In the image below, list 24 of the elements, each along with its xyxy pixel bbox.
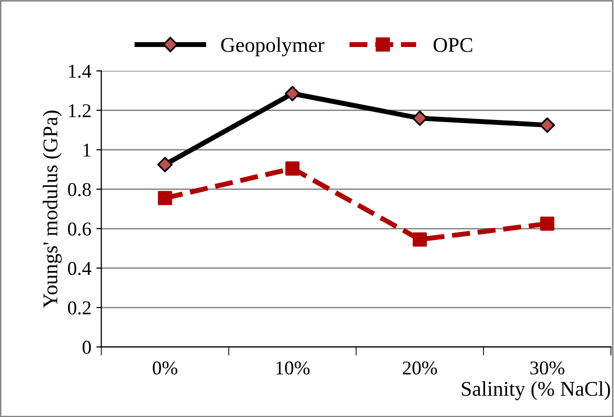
- point: [540, 216, 554, 231]
- y-tick-label: 0: [82, 340, 91, 354]
- x-tick-label: 30%: [530, 361, 564, 375]
- point: [412, 110, 428, 126]
- x-tick-label: 10%: [276, 361, 310, 375]
- y-tick-label: 1.4: [68, 64, 92, 78]
- y-tick-label: 0.4: [68, 262, 92, 276]
- point: [158, 190, 172, 206]
- legend-label: Geopolymer: [221, 37, 324, 56]
- point: [157, 156, 173, 172]
- y-tick-label: 1: [84, 144, 90, 157]
- x-tick-label: 0%: [152, 361, 178, 375]
- legend-label: OPC: [434, 38, 472, 52]
- y-tick-label: 1.2: [68, 104, 91, 118]
- point: [540, 117, 555, 133]
- point: [285, 161, 300, 176]
- y-axis-title: Youngs' modulus (GPa): [42, 110, 62, 308]
- point: [284, 86, 300, 102]
- point: [412, 232, 427, 247]
- y-tick-label: 0.6: [68, 222, 92, 236]
- y-tick-label: 0.2: [68, 301, 91, 315]
- y-tick-label: 0.8: [68, 183, 91, 196]
- x-axis-title: Salinity (% NaCl): [462, 381, 610, 400]
- x-tick-label: 20%: [402, 361, 437, 375]
